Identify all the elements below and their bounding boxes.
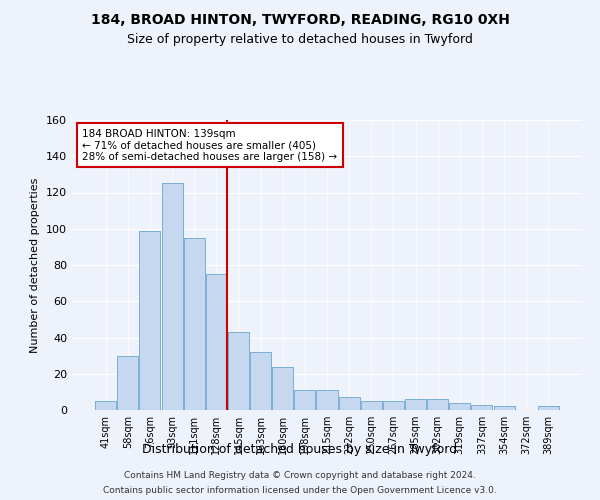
Bar: [449, 403, 470, 410]
Bar: [361, 401, 382, 410]
Text: Contains public sector information licensed under the Open Government Licence v3: Contains public sector information licen…: [103, 486, 497, 495]
Bar: [494, 406, 515, 410]
Bar: [316, 390, 338, 410]
Bar: [427, 399, 448, 410]
Text: Contains HM Land Registry data © Crown copyright and database right 2024.: Contains HM Land Registry data © Crown c…: [124, 471, 476, 480]
Bar: [250, 352, 271, 410]
Text: 184 BROAD HINTON: 139sqm
← 71% of detached houses are smaller (405)
28% of semi-: 184 BROAD HINTON: 139sqm ← 71% of detach…: [82, 128, 337, 162]
Bar: [538, 406, 559, 410]
Bar: [383, 401, 404, 410]
Bar: [295, 390, 316, 410]
Bar: [161, 184, 182, 410]
Text: 184, BROAD HINTON, TWYFORD, READING, RG10 0XH: 184, BROAD HINTON, TWYFORD, READING, RG1…: [91, 12, 509, 26]
Bar: [95, 401, 116, 410]
Bar: [206, 274, 227, 410]
Bar: [184, 238, 205, 410]
Bar: [118, 356, 139, 410]
Bar: [405, 399, 426, 410]
Bar: [472, 404, 493, 410]
Bar: [272, 366, 293, 410]
Text: Size of property relative to detached houses in Twyford: Size of property relative to detached ho…: [127, 32, 473, 46]
Bar: [139, 230, 160, 410]
Text: Distribution of detached houses by size in Twyford: Distribution of detached houses by size …: [142, 442, 458, 456]
Y-axis label: Number of detached properties: Number of detached properties: [31, 178, 40, 352]
Bar: [338, 398, 359, 410]
Bar: [228, 332, 249, 410]
